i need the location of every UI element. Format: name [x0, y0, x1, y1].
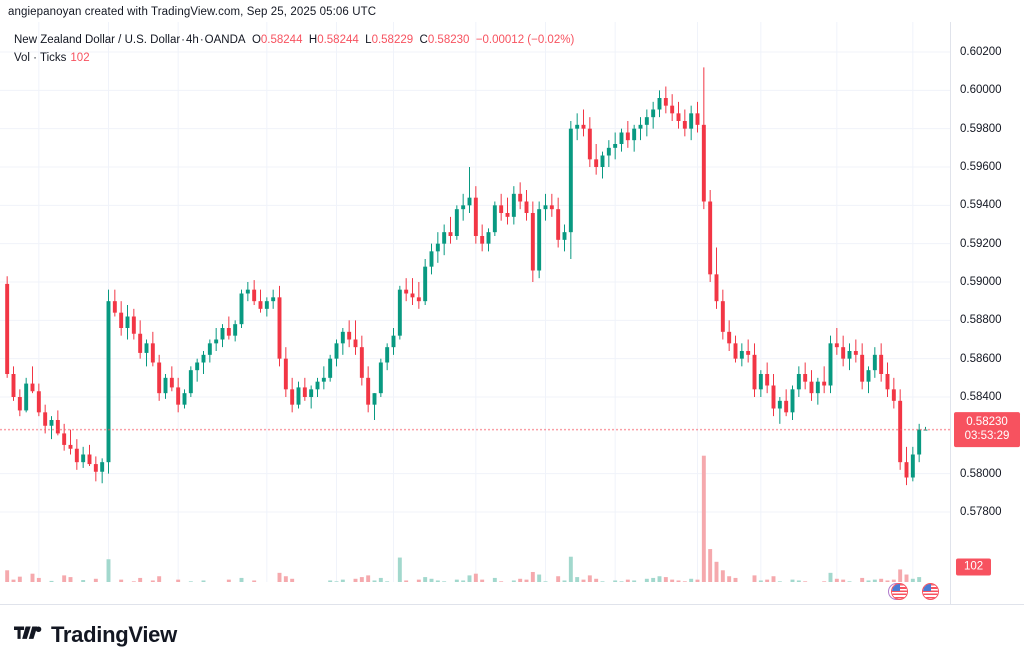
chart-frame: New Zealand Dollar / U.S. Dollar·4h·OAND… — [0, 22, 1024, 630]
tradingview-wordmark: TradingView — [51, 622, 177, 647]
price-axis-tick: 0.60000 — [960, 84, 1002, 97]
price-axis-tick: 0.60200 — [960, 46, 1002, 58]
economic-event-marker-us-2[interactable] — [922, 583, 939, 600]
price-axis-tick: 0.58400 — [960, 391, 1002, 403]
bar-countdown: 03:53:29 — [964, 430, 1010, 443]
current-price-value: 0.58230 — [966, 415, 1008, 428]
tradingview-logo: TradingView — [14, 622, 177, 648]
price-axis[interactable]: 0.57800 0.58000 0.58400 0.58600 0.58800 0.590… — [950, 22, 1024, 604]
candlestick-series — [5, 67, 928, 582]
price-axis-tick: 0.58000 — [960, 467, 1002, 480]
price-axis-tick: 0.59600 — [960, 161, 1002, 173]
price-axis-tick: 0.59000 — [960, 276, 1002, 288]
current-price-badge: 0.58230 03:53:29 — [954, 411, 1020, 448]
price-axis-tick: 0.59400 — [960, 199, 1002, 212]
economic-event-marker-us-1[interactable] — [891, 583, 908, 600]
us-flag-canton-2 — [923, 584, 931, 591]
price-axis-tick: 0.59800 — [960, 122, 1002, 135]
price-axis-tick: 0.58600 — [960, 352, 1002, 365]
price-axis-divider — [950, 22, 951, 604]
price-line-overlay — [0, 428, 950, 431]
price-axis-tick: 0.57800 — [960, 506, 1002, 518]
tradingview-mark-icon — [14, 626, 42, 639]
volume-badge: 102 — [956, 558, 992, 576]
attribution-text: angiepanoyan created with TradingView.co… — [8, 6, 377, 18]
footer: TradingView — [0, 608, 1024, 665]
us-flag-canton-1 — [892, 584, 900, 591]
plot-area[interactable] — [0, 22, 950, 582]
time-axis-divider — [0, 604, 1024, 605]
price-axis-tick: 0.59200 — [960, 237, 1002, 250]
price-axis-tick: 0.58800 — [960, 314, 1002, 327]
